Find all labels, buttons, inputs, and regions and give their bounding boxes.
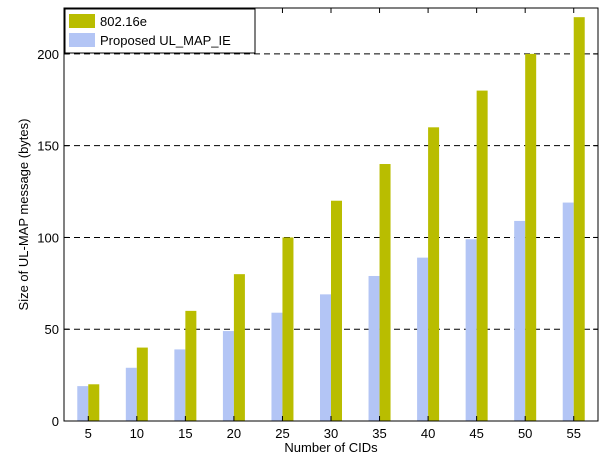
bar-802-16e-40	[428, 127, 440, 422]
bar-802-16e-30	[331, 200, 342, 421]
bar-802-16e-35	[379, 164, 391, 421]
x-axis-title: Number of CIDs	[284, 440, 378, 455]
legend-swatch-proposed	[69, 33, 95, 47]
x-tick-label: 10	[130, 426, 144, 441]
bar-proposed-50	[514, 220, 526, 421]
y-tick-label: 150	[37, 139, 59, 154]
legend: 802.16e Proposed UL_MAP_IE	[64, 8, 256, 54]
y-axis-title: Size of UL-MAP message (bytes)	[16, 119, 31, 311]
bar-802-16e-55	[573, 17, 585, 422]
axis-ticks: 0 50 100 150 200 5 10 15 20 25 30 35 40 45 50 55	[37, 8, 598, 441]
bar-802-16e-5	[88, 384, 100, 421]
x-tick-label: 50	[518, 426, 532, 441]
bar-802-16e-50	[525, 53, 537, 422]
bar-802-16e-45	[476, 90, 488, 421]
bar-proposed-5	[77, 386, 89, 421]
bar-proposed-45	[465, 239, 477, 421]
gridlines	[64, 53, 598, 330]
bar-802-16e-15	[185, 310, 197, 421]
y-tick-label: 0	[52, 414, 59, 429]
bar-802-16e-10	[136, 347, 148, 421]
x-tick-label: 35	[372, 426, 386, 441]
x-tick-label: 20	[227, 426, 241, 441]
legend-label-proposed: Proposed UL_MAP_IE	[100, 33, 231, 48]
bar-proposed-25	[271, 312, 283, 421]
x-tick-label: 40	[421, 426, 435, 441]
x-tick-label: 25	[275, 426, 289, 441]
y-tick-label: 200	[37, 47, 59, 62]
bar-proposed-10	[125, 367, 137, 421]
x-tick-label: 45	[469, 426, 483, 441]
y-tick-label: 50	[45, 322, 59, 337]
y-tick-label: 100	[37, 230, 59, 245]
bars	[77, 17, 585, 422]
legend-box	[64, 8, 256, 54]
bar-proposed-35	[368, 275, 380, 421]
bar-802-16e-20	[233, 274, 245, 421]
x-tick-label: 55	[566, 426, 580, 441]
bar-proposed-30	[320, 294, 331, 421]
bar-proposed-15	[174, 349, 186, 421]
bar-802-16e-25	[282, 237, 294, 421]
x-tick-label: 15	[178, 426, 192, 441]
legend-label-802-16e: 802.16e	[100, 14, 147, 29]
bar-proposed-40	[417, 257, 429, 421]
x-tick-label: 30	[324, 426, 338, 441]
legend-swatch-802-16e	[69, 14, 95, 28]
x-tick-label: 5	[85, 426, 92, 441]
bar-proposed-20	[222, 331, 234, 421]
bar-proposed-55	[562, 202, 574, 421]
